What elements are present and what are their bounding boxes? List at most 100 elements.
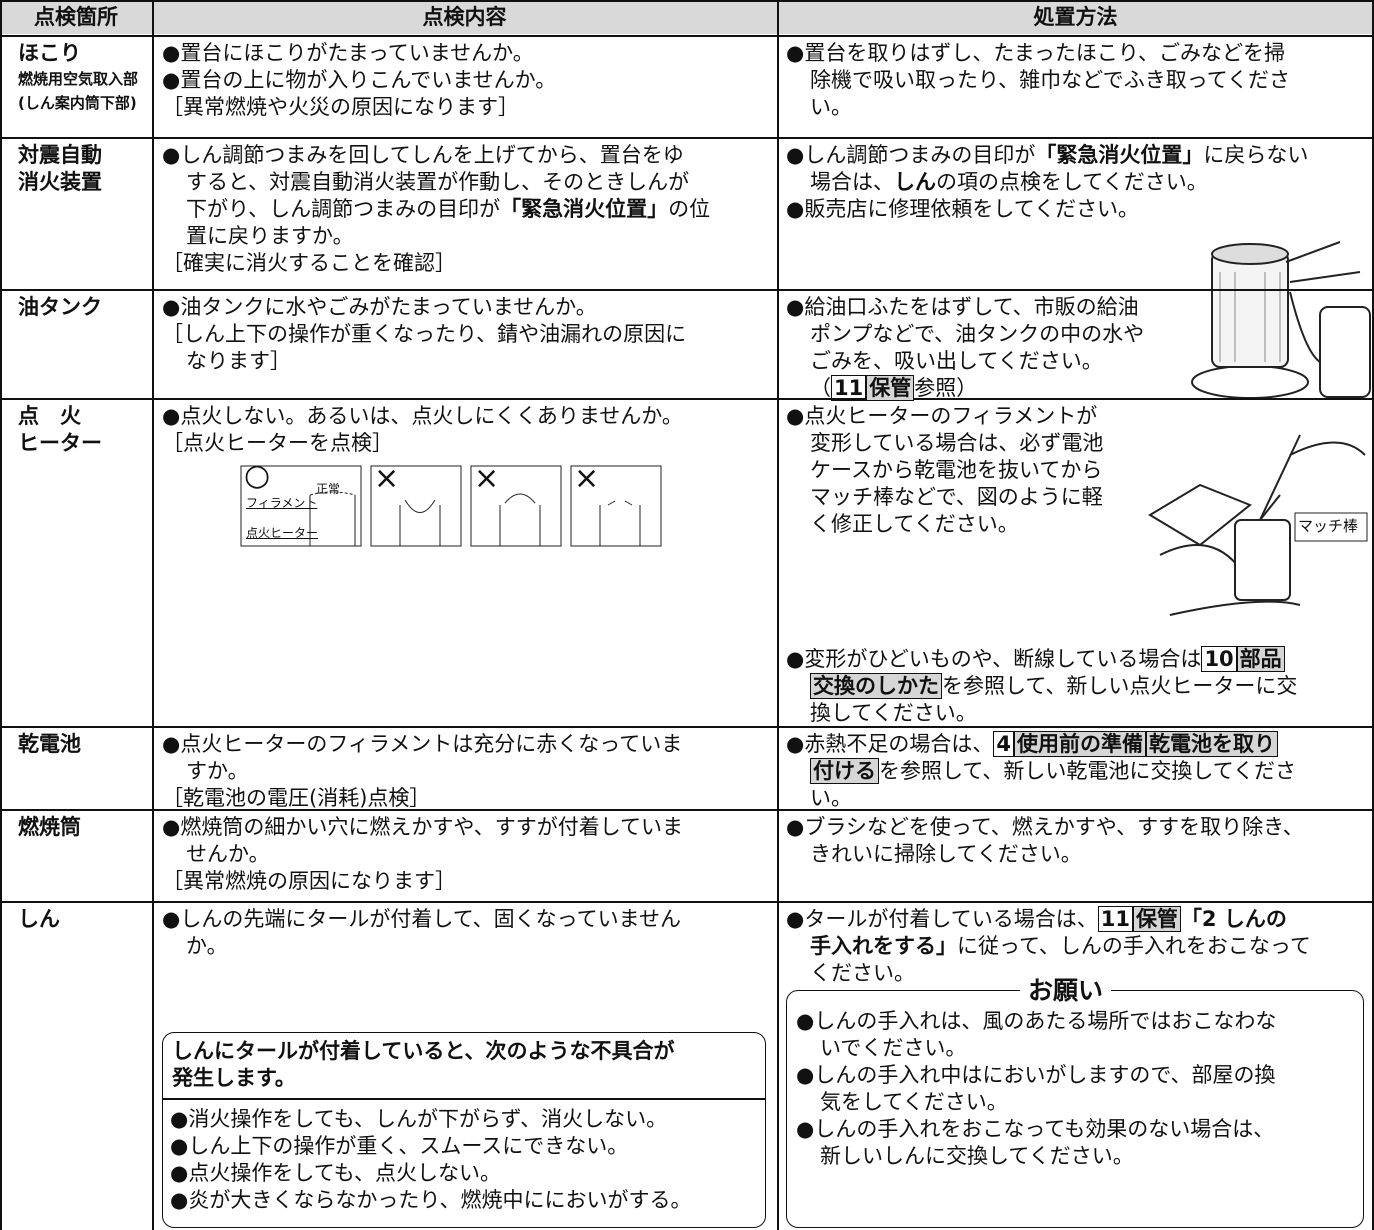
text-line: なります］ — [186, 349, 291, 373]
text-line: ［乾電池の電圧(消耗)点検］ — [162, 786, 431, 810]
text-segment: 11 — [831, 375, 867, 401]
text-line: すか。 — [186, 759, 249, 783]
normal-label: 正常 — [316, 482, 341, 496]
text-line: ●タールが付着している場合は、 11 保管 「2 しんの — [786, 906, 1287, 933]
column-line — [1372, 0, 1374, 1230]
text-line: ●しん調節つまみを回してしんを上げてから、置台をゆ — [162, 143, 684, 167]
text-line: ●置台を取りはずし、たまったほこり、ごみなどを掃 — [786, 41, 1286, 65]
text-line: 気をしてください。 — [820, 1090, 1008, 1114]
row-line — [0, 0, 1374, 2]
text-segment: 「2 しんの — [1180, 907, 1287, 931]
text-segment: を参照して、新しい乾電池に交換してくださ — [879, 759, 1297, 783]
text-line: 置に戻りますか。 — [186, 224, 354, 248]
row-line — [0, 289, 1374, 291]
row-line — [0, 809, 1374, 811]
text-line: ●置台にほこりがたまっていませんか。 — [162, 41, 534, 65]
row-line — [0, 35, 1374, 37]
place-label: 点 火 — [18, 404, 81, 428]
text-line: ポンプなどで、油タンクの中の水や — [810, 322, 1145, 346]
place-label: 乾電池 — [18, 732, 81, 756]
text-segment: 部品 — [1236, 646, 1285, 672]
text-segment: 11 — [1097, 906, 1133, 932]
text-line: ●しんの手入れをおこなっても効果のない場合は、 — [796, 1117, 1275, 1141]
place-label: 燃焼用空気取入部 — [18, 70, 139, 88]
text-line: ●ブラシなどを使って、燃えかすや、すすを取り除き、 — [786, 815, 1304, 839]
text-line: しんにタールが付着していると、次のような不具合が — [172, 1039, 675, 1063]
text-line: せんか。 — [186, 842, 270, 866]
text-line: い。 — [810, 95, 852, 119]
column-line — [152, 0, 154, 1230]
text-line: きれいに掃除してください。 — [810, 842, 1082, 866]
heater-illustration — [1191, 241, 1371, 399]
text-segment: 乾電池を取り — [1145, 731, 1278, 757]
text-line: 換してください。 — [810, 701, 977, 725]
text-line: マッチ棒などで、図のように軽 — [810, 485, 1103, 509]
ok-mark: ○ — [244, 458, 271, 493]
place-label: 燃焼筒 — [18, 815, 81, 839]
text-line: ［しん上下の操作が重くなったり、錆や油漏れの原因に — [162, 322, 687, 346]
text-line: ●しんの先端にタールが付着して、固くなっていません — [162, 907, 681, 931]
text-line: ●しんの手入れは、風のあたる場所ではおこなわな — [796, 1009, 1277, 1033]
text-line: ●変形がひどいものや、断線している場合は 10 部品 — [786, 646, 1285, 673]
header-cell: 点検箇所 — [0, 0, 152, 34]
filament-label: フィラメント — [246, 496, 318, 510]
ng-mark: × — [574, 461, 600, 496]
text-line: ●しんの手入れ中はにおいがしますので、部屋の換 — [796, 1063, 1276, 1087]
text-line: 場合は、しんの項の点検をしてください。 — [810, 169, 1208, 196]
text-segment: 下がり、しん調節つまみの目印が — [186, 197, 501, 221]
row-line — [0, 398, 1374, 400]
text-line: いでください。 — [820, 1036, 967, 1060]
figure-label: マッチ棒 — [1298, 517, 1359, 535]
column-line — [0, 0, 2, 1230]
text-line: ●点火操作をしても、点火しない。 — [170, 1161, 502, 1185]
text-line: ●燃焼筒の細かい穴に燃えかすや、すすが付着していま — [162, 815, 684, 839]
place-label: しん — [18, 907, 60, 931]
text-line: 下がり、しん調節つまみの目印が「緊急消火位置」の位 — [186, 196, 710, 223]
text-segment: の位 — [668, 197, 711, 221]
text-segment: 手入れをする」 — [810, 934, 957, 958]
text-line: ケースから乾電池を抜いてから — [810, 458, 1103, 482]
text-line: ●炎が大きくならなかったり、燃焼中ににおいがする。 — [170, 1188, 692, 1212]
row-line — [0, 726, 1374, 728]
text-segment: しん — [894, 170, 936, 194]
match-illustration — [1148, 434, 1368, 616]
text-line: ●油タンクに水やごみがたまっていませんか。 — [162, 295, 597, 319]
text-line: ごみを、吸い出してください。 — [810, 349, 1103, 373]
text-line: ●しん上下の操作が重く、スムースにできない。 — [170, 1134, 629, 1158]
text-segment: 「緊急消火位置」 — [500, 197, 669, 221]
ng-mark: × — [374, 461, 400, 496]
text-segment: 付ける — [810, 758, 879, 784]
text-line: ●消火操作をしても、しんが下がらず、消火しない。 — [170, 1107, 668, 1131]
heater-label: 点火ヒーター — [246, 526, 319, 540]
text-line: ください。 — [810, 961, 915, 985]
text-segment: 4 — [993, 731, 1014, 757]
text-segment: （ — [810, 376, 831, 400]
text-segment: を参照して、新しい点火ヒーターに交 — [942, 674, 1298, 698]
text-line: ［異常燃焼や火災の原因になります］ — [162, 95, 519, 119]
text-line: ●しん調節つまみの目印が「緊急消火位置」に戻らない — [786, 142, 1308, 169]
text-line: 変形している場合は、必ず電池 — [810, 431, 1104, 455]
text-line: ●置台の上に物が入りこんでいませんか。 — [162, 68, 557, 92]
text-segment: 交換のしかた — [810, 673, 942, 699]
text-segment: に従って、しんの手入れをおこなって — [957, 934, 1311, 958]
text-line: ●給油口ふたをはずして、市販の給油 — [786, 295, 1139, 319]
text-segment: の項の点検をしてください。 — [936, 170, 1208, 194]
header-cell: 点検内容 — [152, 0, 777, 34]
place-label: ヒーター — [18, 431, 102, 455]
text-line: 新しいしんに交換してください。 — [820, 1144, 1134, 1168]
header-cell: 処置方法 — [777, 0, 1374, 34]
text-segment: 保管 — [866, 375, 915, 401]
text-line: 付ける を参照して、新しい乾電池に交換してくださ — [810, 758, 1296, 785]
text-line: ●点火ヒーターのフィラメントは充分に赤くなっていま — [162, 732, 683, 756]
row-line — [0, 137, 1374, 139]
text-line: く修正してください。 — [810, 512, 1019, 536]
text-line: ［点火ヒーターを点検］ — [162, 431, 393, 455]
text-line: ●販売店に修理依頼をしてください。 — [786, 197, 1140, 221]
text-segment: 場合は、 — [810, 170, 894, 194]
text-line: すると、対震自動消火装置が作動し、そのときしんが — [186, 170, 690, 194]
text-line: 交換のしかた を参照して、新しい点火ヒーターに交 — [810, 673, 1297, 700]
ng-mark: × — [474, 461, 500, 496]
place-label: (しん案内筒下部) — [18, 94, 137, 112]
text-segment: 「緊急消火位置」 — [1035, 143, 1204, 167]
